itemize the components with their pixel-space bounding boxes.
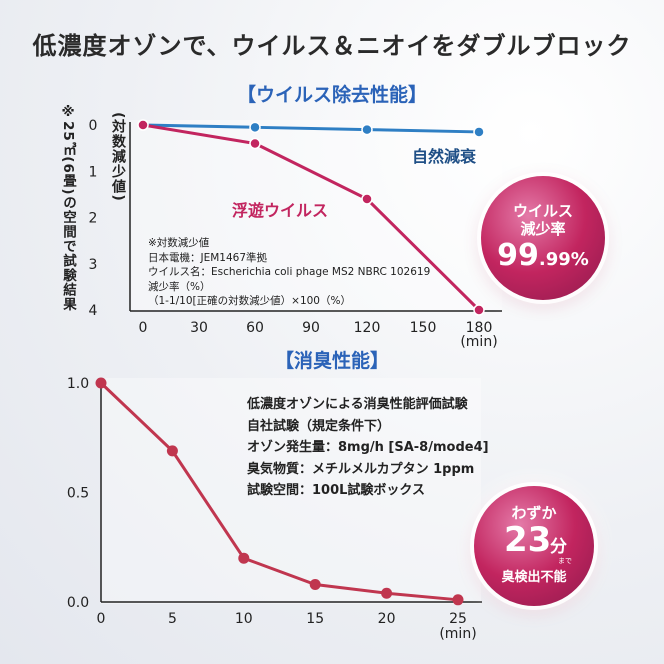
- virus-reduction-badge: ウイルス 減少率 99.99%: [481, 176, 605, 300]
- chart1-series-label: 浮遊ウイルス: [232, 201, 328, 220]
- chart1-data-point: [473, 304, 485, 316]
- chart1-plot-area: [130, 120, 502, 312]
- section-title-virus: 【ウイルス除去性能】: [236, 84, 427, 106]
- chart1-x-tick: 120: [354, 320, 381, 336]
- condition-line: 自社試験（規定条件下）: [247, 418, 391, 434]
- badge2-value: 23: [504, 520, 552, 560]
- chart1-series-label: 自然減衰: [412, 147, 477, 166]
- chart2-y-tick: 0.0: [67, 595, 89, 611]
- chart1-data-point: [249, 137, 261, 150]
- badge2-line1: わずか: [511, 504, 557, 522]
- badge1-decimal: .99: [538, 249, 571, 270]
- chart1-note-line: 減少率（%）: [148, 280, 211, 293]
- chart1-x-tick: 30: [190, 320, 208, 336]
- condition-line: オゾン発生量：8mg/h [SA-8/mode4]: [247, 440, 489, 455]
- chart2-data-point: [95, 377, 107, 389]
- chart2-series-line: [99, 381, 459, 602]
- chart2-conditions: 低濃度オゾンによる消臭性能評価試験 自社試験（規定条件下） オゾン発生量：8mg…: [247, 394, 489, 502]
- condition-line: 臭気物質：メチルメルカプタン 1ppm: [247, 461, 475, 477]
- chart2-data-point: [238, 552, 250, 564]
- chart1-x-tick: 150: [410, 320, 437, 336]
- chart2-y-tick: 1.0: [67, 376, 89, 392]
- chart1-x-tick: 180: [466, 320, 493, 336]
- chart1-note-line: ※対数減少値: [148, 237, 210, 249]
- chart2-data-point: [166, 445, 178, 457]
- badge1-unit: %: [570, 249, 589, 270]
- chart2-x-unit: (min): [439, 626, 476, 642]
- badge2-unit: 分: [550, 537, 567, 557]
- chart2-x-tick: 10: [235, 611, 253, 627]
- chart1-note-line: （1-1/10[正確の対数減少値）×100（%）: [148, 295, 351, 307]
- badge2-made: まで: [558, 557, 572, 565]
- chart1-series-line: [142, 123, 480, 134]
- chart1-data-point: [473, 126, 485, 138]
- chart1-y-axis-label: (対数減少値): [110, 112, 126, 202]
- condition-line: 低濃度オゾンによる消臭性能評価試験: [247, 397, 468, 412]
- chart2-data-point: [452, 594, 464, 606]
- chart2-x-tick: 15: [306, 611, 324, 627]
- odor-time-badge: わずか 23 分 まで 臭検出不能: [474, 486, 594, 606]
- page-title: 低濃度オゾンで、ウイルス＆ニオイをダブルブロック: [32, 32, 632, 60]
- chart1-note-line: 日本電機：JEM1467準拠: [148, 251, 268, 264]
- chart1-y-tick: 4: [89, 303, 98, 319]
- chart1-data-point: [249, 121, 261, 134]
- chart1-series-line: [142, 123, 481, 312]
- chart1-x-tick: 90: [302, 320, 320, 336]
- chart1-y-tick: 2: [89, 211, 98, 227]
- chart1-y-tick: 0: [89, 118, 98, 134]
- chart1-note: ※対数減少値 日本電機：JEM1467準拠 ウイルス名：Escherichia …: [148, 236, 430, 309]
- chart2-x-tick: 25: [449, 611, 467, 627]
- chart1-data-point: [361, 123, 373, 136]
- chart1-y-tick: 3: [89, 257, 98, 273]
- chart2-y-tick: 0.5: [67, 486, 89, 502]
- badge1-line2: 減少率: [520, 220, 566, 238]
- condition-line: 試験空間：100L試験ボックス: [247, 483, 426, 498]
- chart1-x-tick: 60: [246, 320, 264, 336]
- badge1-line1: ウイルス: [512, 202, 573, 220]
- chart2-x-tick: 0: [97, 611, 106, 627]
- chart1-x-unit: (min): [460, 334, 497, 350]
- chart2-x-tick: 5: [168, 611, 177, 627]
- badge1-int: 99: [497, 238, 539, 273]
- chart1-left-note: ※25㎥(6畳)の空間で試験結果: [60, 104, 76, 312]
- chart1-data-point: [361, 193, 373, 205]
- chart2-plot-area: [101, 378, 481, 604]
- chart2-data-point: [309, 578, 321, 590]
- chart1-x-tick: 0: [139, 320, 148, 336]
- chart1-y-tick: 1: [89, 164, 98, 180]
- chart2-x-tick: 20: [378, 611, 396, 627]
- badge1-value: 99.99%: [481, 238, 605, 273]
- chart2-data-point: [381, 587, 393, 599]
- chart1-data-point: [137, 119, 149, 131]
- badge2-line3: 臭検出不能: [501, 570, 567, 585]
- section-title-deodorize: 【消臭性能】: [274, 350, 389, 372]
- chart1-note-line: ウイルス名：Escherichia coli phage MS2 NBRC 10…: [148, 266, 431, 278]
